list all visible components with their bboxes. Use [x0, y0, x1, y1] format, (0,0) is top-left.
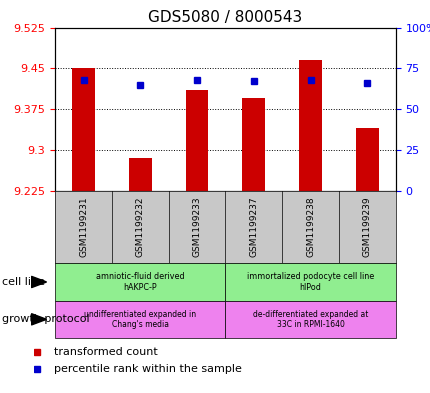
Text: amniotic-fluid derived
hAKPC-P: amniotic-fluid derived hAKPC-P [96, 272, 184, 292]
Text: cell line: cell line [2, 277, 45, 287]
Text: percentile rank within the sample: percentile rank within the sample [53, 364, 241, 374]
Text: transformed count: transformed count [53, 347, 157, 357]
Text: de-differentiated expanded at
33C in RPMI-1640: de-differentiated expanded at 33C in RPM… [252, 310, 367, 329]
Text: undifferentiated expanded in
Chang's media: undifferentiated expanded in Chang's med… [84, 310, 196, 329]
Bar [225, 263, 395, 301]
Bar [242, 98, 264, 191]
Bar [55, 263, 225, 301]
Text: GSM1199237: GSM1199237 [249, 196, 258, 257]
Bar [298, 60, 321, 191]
Polygon shape [31, 314, 46, 325]
Text: GSM1199231: GSM1199231 [79, 196, 88, 257]
Text: GSM1199239: GSM1199239 [362, 196, 371, 257]
Text: immortalized podocyte cell line
hIPod: immortalized podocyte cell line hIPod [246, 272, 373, 292]
Text: growth protocol: growth protocol [2, 314, 89, 324]
Bar [355, 128, 378, 191]
Bar [55, 301, 225, 338]
Polygon shape [31, 276, 46, 288]
Text: GSM1199238: GSM1199238 [305, 196, 314, 257]
Text: GSM1199233: GSM1199233 [192, 196, 201, 257]
Bar [72, 68, 95, 191]
Text: GSM1199232: GSM1199232 [135, 196, 144, 257]
Bar [129, 158, 151, 191]
Title: GDS5080 / 8000543: GDS5080 / 8000543 [148, 10, 302, 25]
Bar [185, 90, 208, 191]
Bar [225, 301, 395, 338]
